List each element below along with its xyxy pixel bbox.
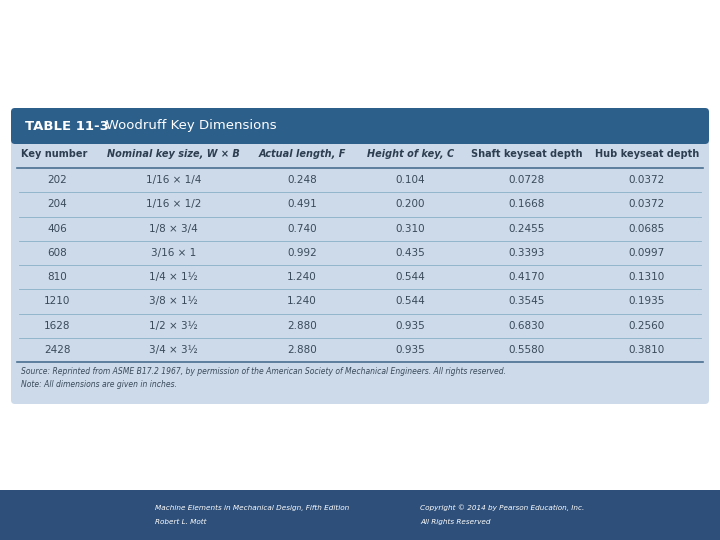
Text: TABLE 11-3: TABLE 11-3 bbox=[25, 119, 109, 132]
Text: 0.491: 0.491 bbox=[287, 199, 317, 210]
Text: Actual length, F: Actual length, F bbox=[258, 149, 346, 159]
Text: 0.3393: 0.3393 bbox=[508, 248, 544, 258]
Text: 0.104: 0.104 bbox=[395, 175, 425, 185]
Bar bbox=[0, 490, 720, 540]
Text: 406: 406 bbox=[48, 224, 67, 234]
Text: 0.5580: 0.5580 bbox=[508, 345, 544, 355]
Text: 0.3810: 0.3810 bbox=[629, 345, 665, 355]
Text: 204: 204 bbox=[48, 199, 67, 210]
Text: 0.6830: 0.6830 bbox=[508, 321, 544, 330]
Text: 0.935: 0.935 bbox=[395, 321, 425, 330]
Text: 0.435: 0.435 bbox=[395, 248, 425, 258]
Text: 2.880: 2.880 bbox=[287, 345, 317, 355]
FancyBboxPatch shape bbox=[11, 108, 709, 404]
Text: 608: 608 bbox=[48, 248, 67, 258]
Text: 0.1935: 0.1935 bbox=[629, 296, 665, 306]
Text: 0.2560: 0.2560 bbox=[629, 321, 665, 330]
Text: 2428: 2428 bbox=[44, 345, 71, 355]
Text: 1/4 × 1½: 1/4 × 1½ bbox=[149, 272, 198, 282]
Text: 0.544: 0.544 bbox=[395, 272, 425, 282]
Text: 1/16 × 1/4: 1/16 × 1/4 bbox=[145, 175, 201, 185]
Text: 0.248: 0.248 bbox=[287, 175, 317, 185]
Text: 0.0685: 0.0685 bbox=[629, 224, 665, 234]
Text: 1.240: 1.240 bbox=[287, 296, 317, 306]
Text: 0.544: 0.544 bbox=[395, 296, 425, 306]
Text: Machine Elements in Mechanical Design, Fifth Edition: Machine Elements in Mechanical Design, F… bbox=[155, 505, 349, 511]
Text: 2.880: 2.880 bbox=[287, 321, 317, 330]
Text: 0.935: 0.935 bbox=[395, 345, 425, 355]
Text: Height of key, C: Height of key, C bbox=[366, 149, 454, 159]
FancyBboxPatch shape bbox=[11, 108, 709, 144]
Text: 0.0372: 0.0372 bbox=[629, 199, 665, 210]
Text: 810: 810 bbox=[48, 272, 67, 282]
Text: 202: 202 bbox=[48, 175, 67, 185]
Text: All Rights Reserved: All Rights Reserved bbox=[420, 519, 490, 525]
Text: Robert L. Mott: Robert L. Mott bbox=[155, 519, 207, 525]
Text: 1628: 1628 bbox=[44, 321, 71, 330]
Text: 0.0997: 0.0997 bbox=[629, 248, 665, 258]
Text: 0.4170: 0.4170 bbox=[508, 272, 544, 282]
Text: 0.200: 0.200 bbox=[395, 199, 425, 210]
Text: 1.240: 1.240 bbox=[287, 272, 317, 282]
Text: 0.1668: 0.1668 bbox=[508, 199, 544, 210]
Text: 1/16 × 1/2: 1/16 × 1/2 bbox=[145, 199, 201, 210]
Text: Copyright © 2014 by Pearson Education, Inc.: Copyright © 2014 by Pearson Education, I… bbox=[420, 505, 584, 511]
Text: Source: Reprinted from ASME B17.2 1967, by permission of the American Society of: Source: Reprinted from ASME B17.2 1967, … bbox=[21, 367, 506, 376]
Text: Shaft keyseat depth: Shaft keyseat depth bbox=[471, 149, 582, 159]
Text: 0.740: 0.740 bbox=[287, 224, 317, 234]
Text: 0.992: 0.992 bbox=[287, 248, 317, 258]
Text: 1/2 × 3½: 1/2 × 3½ bbox=[149, 321, 198, 330]
Text: 0.2455: 0.2455 bbox=[508, 224, 544, 234]
Text: 3/4 × 3½: 3/4 × 3½ bbox=[149, 345, 198, 355]
Text: 0.1310: 0.1310 bbox=[629, 272, 665, 282]
Text: Note: All dimensions are given in inches.: Note: All dimensions are given in inches… bbox=[21, 380, 177, 389]
Text: 0.310: 0.310 bbox=[395, 224, 425, 234]
Text: 0.0372: 0.0372 bbox=[629, 175, 665, 185]
Text: 1210: 1210 bbox=[44, 296, 71, 306]
Text: 3/8 × 1½: 3/8 × 1½ bbox=[149, 296, 198, 306]
Text: 0.0728: 0.0728 bbox=[508, 175, 544, 185]
Text: Nominal key size, W × B: Nominal key size, W × B bbox=[107, 149, 240, 159]
Text: 0.3545: 0.3545 bbox=[508, 296, 544, 306]
Text: Hub keyseat depth: Hub keyseat depth bbox=[595, 149, 699, 159]
Text: Woodruff Key Dimensions: Woodruff Key Dimensions bbox=[93, 119, 276, 132]
Text: 3/16 × 1: 3/16 × 1 bbox=[150, 248, 196, 258]
Text: Key number: Key number bbox=[21, 149, 87, 159]
Text: 1/8 × 3/4: 1/8 × 3/4 bbox=[149, 224, 198, 234]
